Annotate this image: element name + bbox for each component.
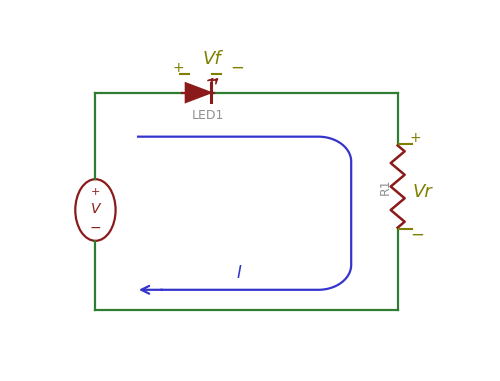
Text: +: + [172, 61, 184, 75]
Text: +: + [410, 131, 421, 145]
Polygon shape [186, 83, 210, 102]
Text: LED1: LED1 [192, 109, 224, 122]
Text: −: − [90, 221, 101, 235]
Text: −: − [230, 59, 244, 77]
Text: Vf: Vf [202, 50, 221, 68]
Text: +: + [91, 187, 100, 197]
Text: R1: R1 [379, 178, 392, 195]
Text: Vr: Vr [413, 183, 433, 202]
Text: I: I [236, 264, 241, 282]
Text: −: − [410, 226, 424, 244]
Text: V: V [90, 202, 100, 216]
